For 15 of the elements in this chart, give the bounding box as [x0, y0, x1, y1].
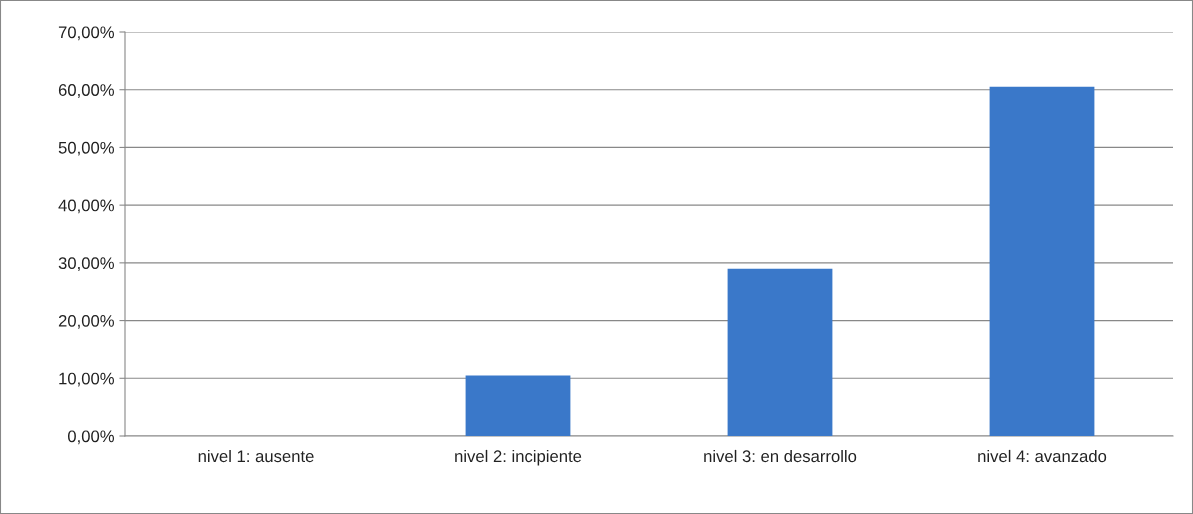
- x-tick-label: nivel 3: en desarrollo: [704, 449, 857, 463]
- x-tick-label: nivel 4: avanzado: [978, 449, 1107, 463]
- y-tick-label: 10,00%: [59, 372, 114, 387]
- y-tick-label: 70,00%: [58, 26, 114, 41]
- y-tick-label: 20,00%: [58, 314, 114, 329]
- y-tick-label: 30,00%: [58, 257, 114, 272]
- y-tick-label: 60,00%: [58, 84, 114, 98]
- x-tick-label: nivel 2: incipiente: [455, 449, 582, 466]
- bar: [465, 375, 571, 436]
- y-tick-label: 0,00%: [67, 430, 114, 445]
- bar: [989, 86, 1095, 436]
- y-tick-label: 50,00%: [58, 141, 114, 156]
- x-tick-label: nivel 1: ausente: [198, 449, 314, 463]
- y-tick-label: 40,00%: [58, 199, 114, 214]
- bar: [727, 268, 833, 436]
